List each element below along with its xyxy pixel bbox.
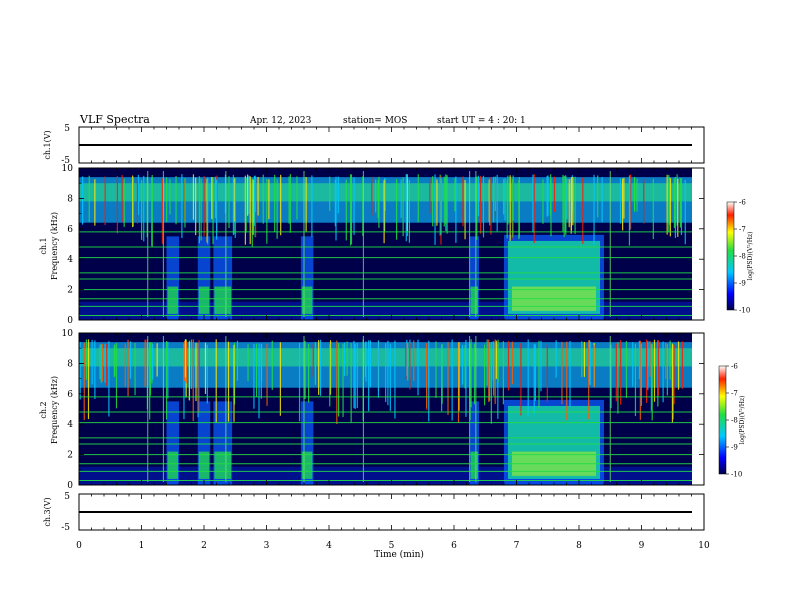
ch1-colorbar-label: log(PSD)(V²/Hz) bbox=[747, 232, 754, 281]
x-tick-label: 6 bbox=[451, 541, 457, 551]
ch2-spectrogram-yticks: 10 8 6 4 2 0 bbox=[62, 329, 704, 491]
colorbar-tick-label: -7 bbox=[731, 390, 738, 398]
ch2-colorbar-label: log(PSD)(V²/Hz) bbox=[739, 396, 746, 445]
x-tick-label: 2 bbox=[201, 541, 207, 551]
ch3-voltage-xticks bbox=[78, 494, 705, 530]
broadband-burst-core bbox=[198, 451, 210, 479]
ch2-spectrogram-panel: 10 8 6 4 2 0 ch.2 Frequency (kHz) bbox=[39, 329, 705, 491]
x-axis-tick-labels: 0 1 2 3 4 5 6 7 8 9 10 bbox=[76, 541, 710, 551]
ch1-voltage-panel: 5 -5 ch.1(V) bbox=[43, 124, 705, 166]
colorbar-tick-label: -8 bbox=[731, 417, 738, 425]
broadband-burst-core bbox=[301, 451, 313, 479]
broadband-burst-core bbox=[470, 286, 478, 314]
y-tick-label: 10 bbox=[62, 329, 74, 339]
x-tick-label: 3 bbox=[264, 541, 270, 551]
date-label: Apr. 12, 2023 bbox=[249, 116, 312, 126]
x-tick-label: 10 bbox=[698, 541, 710, 551]
colorbar-tick-label: -8 bbox=[739, 253, 746, 261]
ch2-spectrogram-ylabel: Frequency (kHz) bbox=[50, 376, 59, 444]
colorbar-tick-label: -9 bbox=[739, 280, 746, 288]
y-tick-label: 8 bbox=[67, 194, 73, 204]
ch2-spectrogram-xticks bbox=[78, 333, 705, 485]
ch3-ytick-bottom: -5 bbox=[61, 523, 70, 533]
x-axis-label: Time (min) bbox=[374, 549, 424, 560]
colorbar-tick-label: -10 bbox=[739, 307, 750, 315]
ch1-spectrogram-ylabel: Frequency (kHz) bbox=[50, 212, 59, 280]
y-tick-label: 4 bbox=[67, 420, 73, 430]
ch1-spectrogram-marks bbox=[79, 168, 704, 320]
x-tick-label: 7 bbox=[514, 541, 520, 551]
ch1-ytick-top: 5 bbox=[64, 124, 70, 134]
y-tick-label: 6 bbox=[67, 390, 73, 400]
colorbar-tick-label: -6 bbox=[731, 363, 738, 371]
broadband-burst-core bbox=[198, 286, 210, 314]
ch3-voltage-panel: 5 -5 ch.3(V) bbox=[43, 492, 705, 533]
ch1-spectrogram-yticks: 10 8 6 4 2 0 bbox=[62, 164, 704, 326]
y-tick-label: 0 bbox=[67, 316, 73, 326]
ch1-voltage-xticks bbox=[78, 127, 705, 163]
y-tick-label: 2 bbox=[67, 286, 73, 296]
x-tick-label: 5 bbox=[389, 541, 395, 551]
broadband-burst-core bbox=[214, 286, 232, 314]
ch1-colorbar-ticks: -6 -7 -8 -9 -10 bbox=[734, 199, 750, 315]
y-tick-label: 10 bbox=[62, 164, 74, 174]
x-tick-label: 9 bbox=[639, 541, 645, 551]
ch1-ytick-bottom: -5 bbox=[61, 156, 70, 166]
y-tick-label: 0 bbox=[67, 481, 73, 491]
ch1-voltage-ylabel: ch.1(V) bbox=[43, 130, 52, 159]
ch3-ytick-top: 5 bbox=[64, 492, 70, 502]
broadband-burst-core bbox=[470, 451, 478, 479]
start-time-label: start UT = 4 : 20: 1 bbox=[437, 116, 526, 126]
colorbar-tick-label: -6 bbox=[739, 199, 746, 207]
colorbar-tick-label: -7 bbox=[739, 226, 746, 234]
x-tick-label: 8 bbox=[576, 541, 582, 551]
ch1-colorbar-gradient bbox=[726, 201, 735, 311]
broadband-burst-core bbox=[167, 451, 178, 479]
y-tick-label: 8 bbox=[67, 359, 73, 369]
y-tick-label: 4 bbox=[67, 255, 73, 265]
broadband-burst bbox=[469, 401, 479, 485]
ch2-colorbar-ticks: -6 -7 -8 -9 -10 bbox=[726, 363, 742, 479]
y-tick-label: 2 bbox=[67, 451, 73, 461]
ch2-spectrogram-channel-label: ch.2 bbox=[39, 401, 48, 418]
ch1-colorbar: -6 -7 -8 -9 -10 log(PSD)(V²/Hz) bbox=[726, 199, 754, 315]
ch2-colorbar-gradient bbox=[718, 365, 727, 475]
broadband-burst-core bbox=[167, 286, 178, 314]
colorbar-tick-label: -10 bbox=[731, 471, 742, 479]
ch1-spectrogram-panel: 10 8 6 4 2 0 ch.1 Frequency (kHz) bbox=[39, 164, 705, 326]
broadband-burst-core bbox=[214, 451, 232, 479]
x-tick-label: 1 bbox=[139, 541, 145, 551]
broadband-burst-core bbox=[301, 286, 313, 314]
y-tick-label: 6 bbox=[67, 225, 73, 235]
data-end-margin bbox=[692, 168, 704, 320]
station-label: station= MOS bbox=[343, 116, 407, 126]
broadband-burst bbox=[469, 236, 479, 320]
ch2-colorbar: -6 -7 -8 -9 -10 log(PSD)(V²/Hz) bbox=[718, 363, 746, 479]
x-tick-label: 0 bbox=[76, 541, 82, 551]
ch2-spectrogram-marks bbox=[79, 333, 704, 485]
ch3-voltage-ylabel: ch.3(V) bbox=[43, 497, 52, 526]
figure-title: VLF Spectra bbox=[79, 113, 150, 126]
data-end-margin bbox=[692, 333, 704, 485]
ch1-spectrogram-channel-label: ch.1 bbox=[39, 237, 48, 254]
ch1-spectrogram-xticks bbox=[78, 168, 705, 320]
x-tick-label: 4 bbox=[326, 541, 332, 551]
colorbar-tick-label: -9 bbox=[731, 444, 738, 452]
